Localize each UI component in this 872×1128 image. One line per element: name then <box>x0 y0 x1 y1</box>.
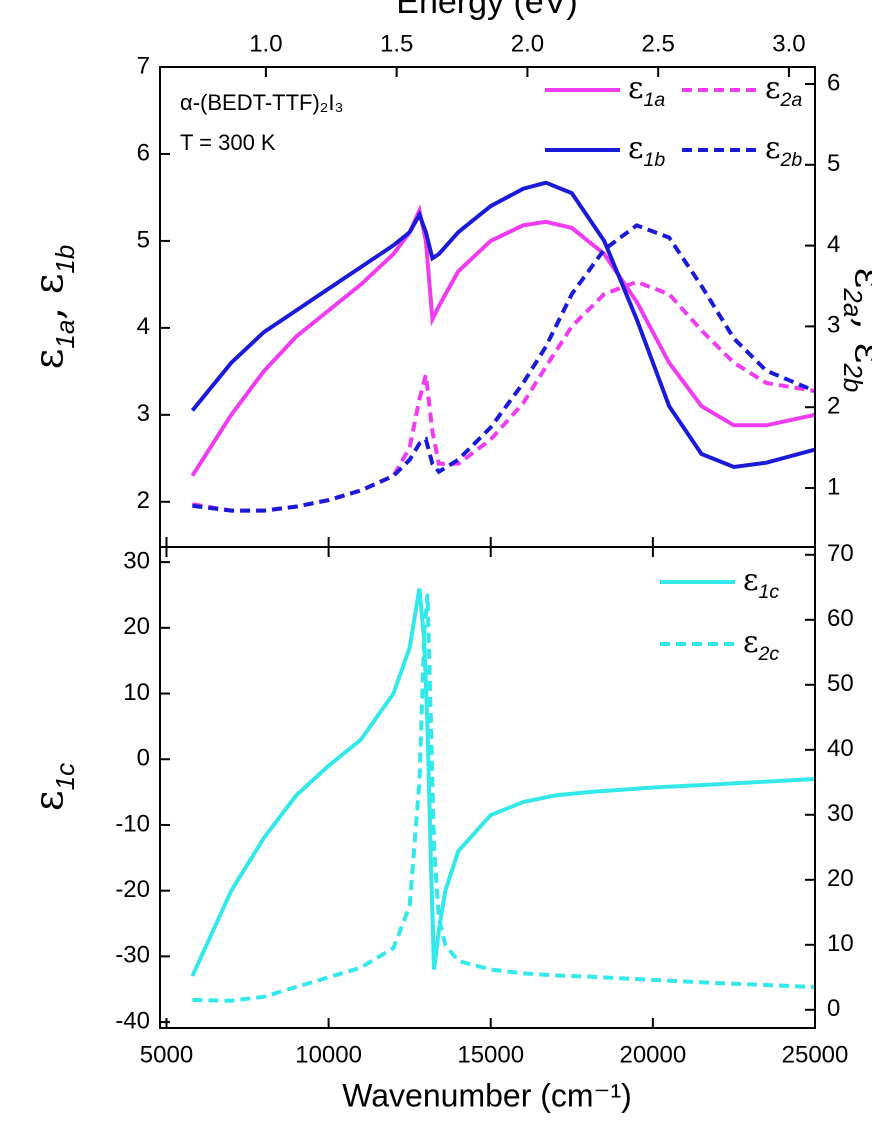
y-tick-label: 2 <box>137 487 150 514</box>
y-axis-title: ε1a, ε1b <box>26 245 80 370</box>
x2-tick-label: 1.0 <box>249 30 282 57</box>
y-tick-label: 5 <box>137 226 150 253</box>
y2-tick-label: 6 <box>827 69 840 96</box>
y2-tick-label: 50 <box>827 670 854 697</box>
legend-label: ε1b <box>628 131 665 171</box>
y2-tick-label: 10 <box>827 930 854 957</box>
y2-tick-label: 70 <box>827 540 854 567</box>
legend-label: ε2a <box>765 71 802 111</box>
series-line <box>192 223 815 513</box>
x-tick-label: 5000 <box>140 1041 193 1068</box>
y2-tick-label: 60 <box>827 605 854 632</box>
y-tick-label: 4 <box>137 313 150 340</box>
y-tick-label: 0 <box>137 745 150 772</box>
y-tick-label: 7 <box>137 52 150 79</box>
y-tick-label: 3 <box>137 400 150 427</box>
y2-axis-title: ε2a, ε2b <box>838 268 872 393</box>
series-line <box>190 180 815 470</box>
annotation: T = 300 K <box>180 130 276 155</box>
legend-label: ε1a <box>628 71 665 111</box>
y-tick-label: 6 <box>137 139 150 166</box>
top-axis-title: Energy (eV) <box>396 0 577 21</box>
y2-tick-label: 0 <box>827 995 840 1022</box>
y2-tick-label: 1 <box>827 473 840 500</box>
x2-tick-label: 2.0 <box>511 30 544 57</box>
y2-tick-label: 3 <box>827 312 840 339</box>
annotation: α-(BEDT-TTF)₂I₃ <box>180 90 343 115</box>
y2-tick-label: 20 <box>827 865 854 892</box>
x-tick-label: 25000 <box>782 1041 849 1068</box>
x2-tick-label: 1.5 <box>380 30 413 57</box>
legend-label: ε2b <box>765 131 802 171</box>
y2-tick-label: 2 <box>827 393 840 420</box>
y-tick-label: -20 <box>115 876 150 903</box>
x-tick-label: 10000 <box>295 1041 362 1068</box>
y2-tick-label: 30 <box>827 800 854 827</box>
x-tick-label: 20000 <box>619 1041 686 1068</box>
series-line <box>192 593 815 1003</box>
x-axis-title: Wavenumber (cm⁻¹) <box>342 1077 632 1113</box>
legend-label: ε2c <box>743 625 779 665</box>
y-tick-label: -10 <box>115 810 150 837</box>
y-tick-label: -30 <box>115 942 150 969</box>
x-tick-label: 15000 <box>457 1041 524 1068</box>
y2-tick-label: 5 <box>827 150 840 177</box>
y-axis-title: ε1c <box>26 763 80 811</box>
x2-tick-label: 3.0 <box>772 30 805 57</box>
y-tick-label: 10 <box>123 679 150 706</box>
plot-frame <box>159 546 816 1029</box>
x2-tick-label: 2.5 <box>641 30 674 57</box>
series-line <box>190 588 815 977</box>
y-tick-label: 30 <box>123 547 150 574</box>
y2-tick-label: 4 <box>827 231 840 258</box>
y-tick-label: -40 <box>115 1007 150 1034</box>
legend-label: ε1c <box>743 563 779 603</box>
series-line <box>190 204 815 477</box>
y-tick-label: 20 <box>123 613 150 640</box>
y2-tick-label: 40 <box>827 735 854 762</box>
